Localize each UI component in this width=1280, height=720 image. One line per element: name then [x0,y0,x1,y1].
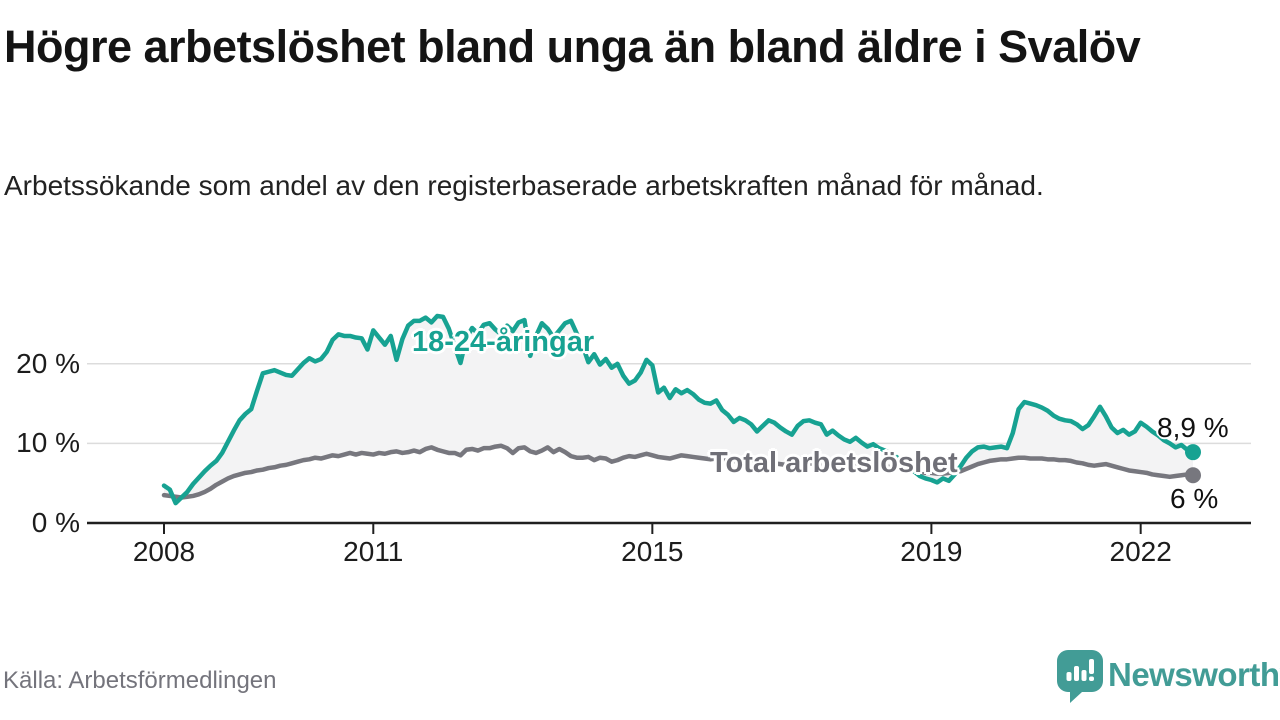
newsworthy-logo-icon [1057,650,1103,703]
y-axis-label: 10 % [16,427,80,459]
series-gap-band [164,316,1193,504]
x-axis-year-label: 2015 [621,536,684,567]
y-axis-label: 0 % [31,507,80,538]
source-attribution: Källa: Arbetsförmedlingen [3,667,277,694]
total-line [161,443,1196,500]
total-end-dot [1185,467,1201,484]
x-axis-year-label: 2008 [132,536,196,567]
page-title: Högre arbetslöshet bland unga än bland ä… [4,21,1141,72]
logo-bar-2 [1074,666,1079,681]
end-value-label-total: 6 % [1170,483,1219,514]
page-subtitle: Arbetssökande som andel av den registerb… [4,170,1044,201]
speech-bubble-shape [1057,650,1103,703]
logo-bar-3 [1081,670,1087,681]
logo-exclamation-dot [1089,676,1094,681]
y-axis-label: 20 % [16,347,80,379]
x-axis-year-label: 2011 [343,536,404,567]
series-label-youth: 18-24-åringar [412,326,595,358]
brand-wordmark: Newsworthy [1108,656,1280,693]
youth-line [161,313,1196,506]
logo-exclamation-stem [1089,659,1094,674]
x-axis-year-label: 2022 [1109,536,1172,567]
line-chart [87,313,1251,534]
logo-bar-1 [1066,672,1072,681]
youth-end-dot [1185,444,1201,461]
x-axis-year-label: 2019 [900,536,963,567]
end-value-label-youth: 8,9 % [1157,412,1229,443]
series-label-total: Total arbetslöshet [710,447,958,479]
